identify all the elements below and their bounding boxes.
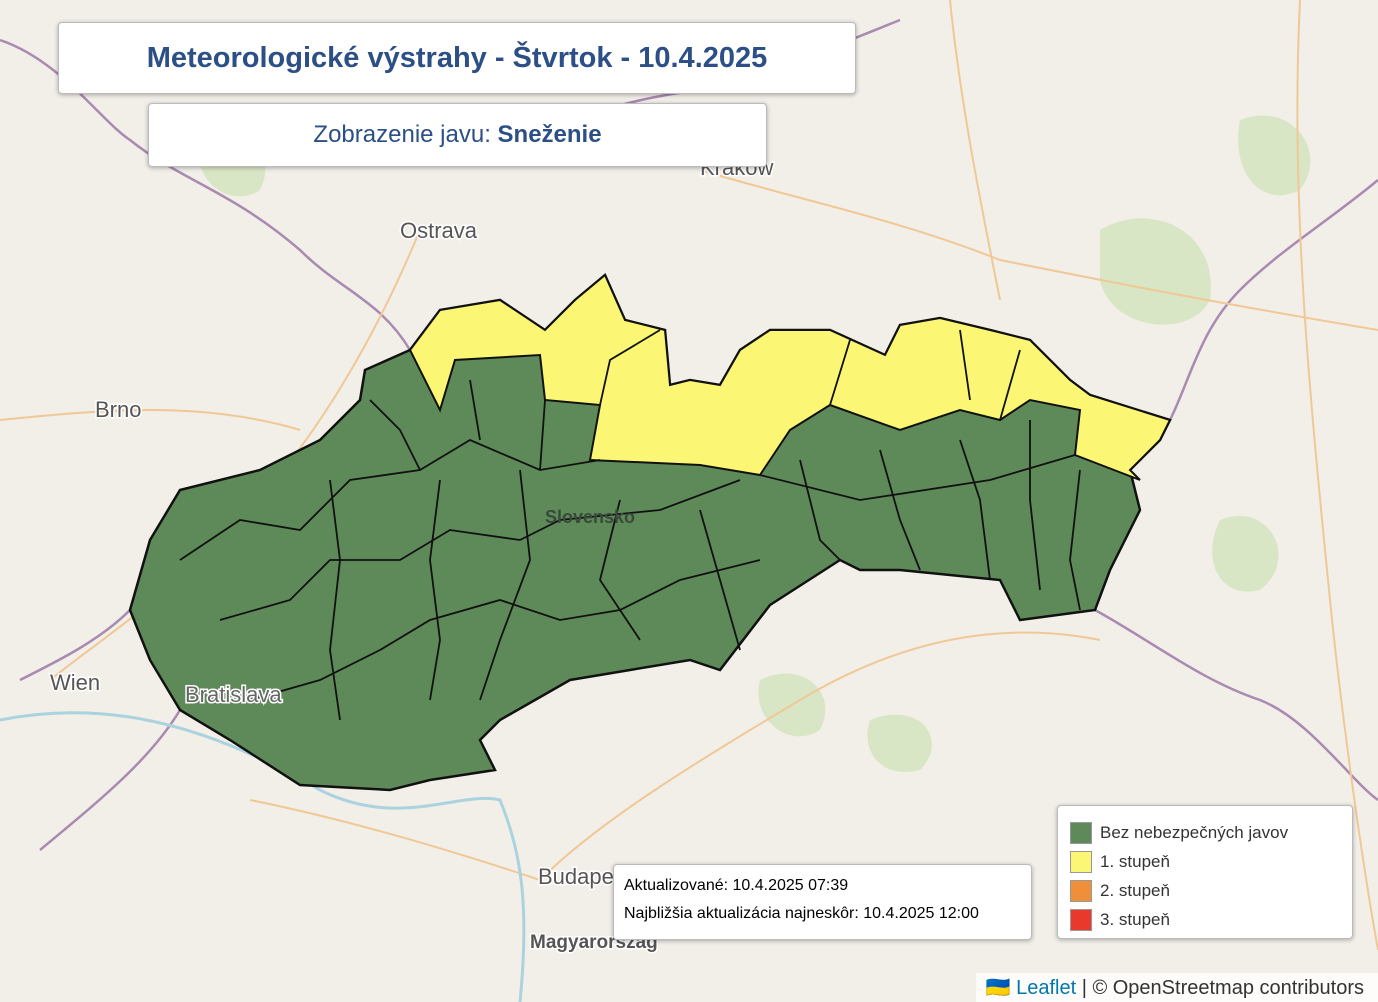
legend-item: 3. stupeň: [1070, 905, 1340, 934]
river: [0, 711, 526, 1002]
legend-swatch: [1070, 879, 1092, 902]
country-label: Slovensko: [545, 507, 635, 527]
legend: Bez nebezpečných javov 1. stupeň 2. stupeň…: [1057, 805, 1353, 939]
phenomenon: Sneženie: [497, 121, 602, 148]
legend-label: Bez nebezpečných javov: [1100, 822, 1289, 842]
legend-swatch: [1070, 821, 1092, 844]
city-label: Brno: [95, 397, 141, 422]
osm-attribution: | © OpenStreetmap contributors: [1081, 977, 1364, 999]
phenomenon-box: Zobrazenie javu: Sneženie: [148, 103, 767, 167]
updated: Aktualizované: 10.4.2025 07:39: [624, 877, 849, 894]
city-label: Bratislava: [185, 682, 282, 707]
legend-item: 1. stupeň: [1070, 847, 1340, 876]
phenomenon-label: Zobrazenie javu:: [313, 121, 491, 148]
city-label: Wien: [50, 670, 100, 695]
legend-item: Bez nebezpečných javov: [1070, 818, 1340, 847]
title: Meteorologické výstrahy - Štvrtok - 10.4…: [146, 42, 768, 74]
legend-label: 2. stupeň: [1100, 880, 1170, 900]
info-box: Aktualizované: 10.4.2025 07:39 Najbližši…: [613, 864, 1032, 940]
leaflet-link[interactable]: Leaflet: [1016, 977, 1077, 999]
legend-item: 2. stupeň: [1070, 876, 1340, 905]
title-box: Meteorologické výstrahy - Štvrtok - 10.4…: [58, 22, 856, 94]
district-border: [179, 329, 1081, 721]
legend-swatch: [1070, 908, 1092, 931]
attribution: 🇺🇦 Leaflet | © OpenStreetmap contributor…: [975, 973, 1378, 1002]
legend-label: 1. stupeň: [1100, 851, 1170, 871]
legend-swatch: [1070, 850, 1092, 873]
warning-region: [408, 273, 1172, 481]
city-label: Ostrava: [400, 218, 478, 243]
legend-label: 3. stupeň: [1100, 909, 1170, 929]
next-update: Najbližšia aktualizácia najneskôr: 10.4.…: [624, 905, 979, 922]
